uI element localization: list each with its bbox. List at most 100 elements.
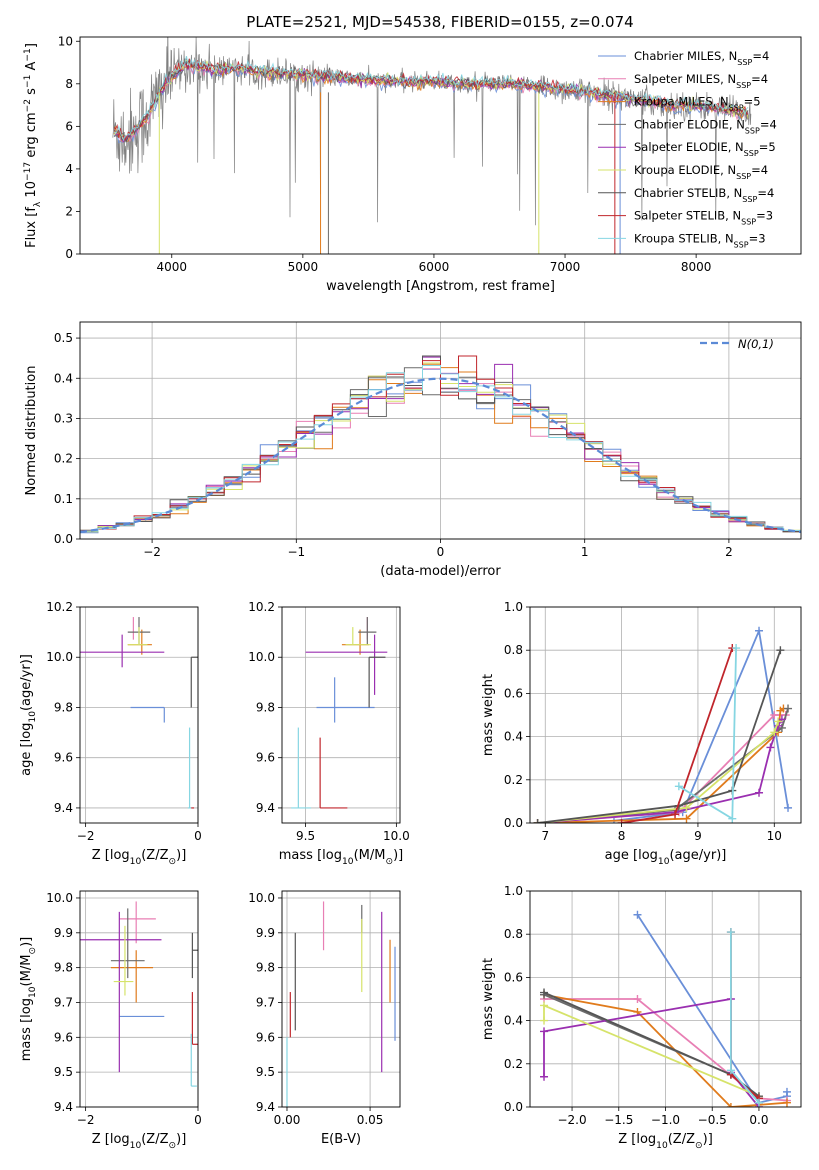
- y-axis-label: Flux [fλ 10−17 erg cm−2 s−1 A−1]: [23, 43, 43, 248]
- series-marker: [726, 928, 735, 937]
- y-tick-label: 9.6: [54, 1030, 73, 1044]
- x-tick-label: −1.0: [651, 1113, 680, 1127]
- plot-area: [80, 617, 198, 809]
- series-marker: [732, 644, 741, 653]
- x-axis-label: age [log10(age/yr)]: [605, 848, 727, 867]
- series-marker: [540, 1016, 549, 1025]
- axes-frame: [79, 606, 199, 824]
- y-tick-label: 0.3: [54, 411, 73, 425]
- series-line: [543, 1004, 760, 1098]
- y-tick-label: 0.8: [504, 643, 523, 657]
- series-marker: [540, 1027, 549, 1036]
- point-chabrier-stelib: [368, 656, 386, 708]
- series-marker: [633, 995, 642, 1003]
- y-tick-label: 9.6: [256, 1030, 275, 1044]
- point-chabrier-miles: [130, 706, 165, 723]
- series-marker: [674, 782, 683, 791]
- y-tick-label: 10.0: [46, 650, 73, 664]
- x-tick-label: 0.00: [274, 1113, 301, 1127]
- axes-frame: [281, 890, 401, 1108]
- series-salpeter-stelib: [726, 928, 763, 1103]
- point-kroupa-miles: [341, 629, 370, 655]
- plot-area: [80, 355, 801, 534]
- x-tick-label: 0: [437, 545, 445, 559]
- series-marker: [774, 717, 783, 726]
- y-tick-label: 10.0: [248, 891, 275, 905]
- series-marker: [755, 788, 764, 797]
- legend-label: Kroupa ELODIE, NSSP=4: [634, 163, 768, 181]
- figure-title: PLATE=2521, MJD=54538, FIBERID=0155, z=0…: [246, 13, 633, 31]
- y-tick-label: 9.5: [256, 1065, 275, 1079]
- x-tick-label: 7: [541, 829, 549, 843]
- y-tick-label: 9.9: [54, 926, 73, 940]
- series-kroupa-elodie: [540, 1001, 763, 1101]
- x-axis-label: Z [log10(Z/Z⊙)]: [92, 1132, 187, 1151]
- point-kroupa-stelib: [190, 1033, 197, 1087]
- chart-mass-weight-vs-age: 7 8 9 10 0.0 0.2 0.4 0.6 0.8 1.0 age [log10(age/yr…: [481, 600, 802, 867]
- x-tick-label: 0.0: [749, 1113, 768, 1127]
- y-tick-label: 9.8: [256, 700, 275, 714]
- chart-mass-vs-ebv: 0.00 0.05 9.4 9.5 9.6 9.7 9.8 9.9 10.0 E(B-V): [248, 890, 401, 1147]
- x-tick-label: 0: [194, 829, 202, 843]
- point-kroupa-miles: [127, 629, 152, 655]
- chart-spectrum: 4000 5000 6000 7000 8000 0 2 4 6 8 10 wavelength [A…: [23, 34, 802, 294]
- point-kroupa-elodie: [127, 627, 148, 646]
- legend-label: Chabrier ELODIE, NSSP=4: [634, 117, 777, 135]
- legend-label: Chabrier STELIB, NSSP=4: [634, 186, 774, 204]
- series-marker: [728, 814, 737, 823]
- histogram-kroupa-stelib: [80, 365, 801, 534]
- series-marker: [682, 803, 691, 812]
- y-tick-label: 1.0: [504, 884, 523, 898]
- y-tick-label: 10: [58, 34, 73, 48]
- series-marker: [726, 1103, 735, 1107]
- series-marker: [755, 626, 764, 635]
- y-tick-label: 0.0: [54, 532, 73, 546]
- point-chabrier-elodie: [110, 908, 145, 979]
- normal-distribution-curve: [80, 377, 801, 534]
- series-marker: [784, 704, 793, 713]
- series-line: [730, 932, 760, 1100]
- x-tick-label: 5000: [288, 260, 319, 274]
- y-tick-label: 9.9: [256, 926, 275, 940]
- legend-label: Chabrier MILES, NSSP=4: [634, 49, 769, 67]
- series-line: [537, 708, 789, 823]
- x-tick-label: 7000: [550, 260, 581, 274]
- series-marker: [782, 1098, 791, 1107]
- series-kroupa-stelib: [674, 644, 741, 823]
- point-chabrier-stelib: [191, 932, 198, 979]
- point-salpeter-elodie: [305, 634, 388, 695]
- x-tick-label: 10: [767, 829, 782, 843]
- y-tick-label: 0.6: [504, 686, 523, 700]
- series-marker: [671, 810, 680, 819]
- legend: Chabrier MILES, NSSP=4 Salpeter MILES, NS…: [598, 49, 777, 249]
- y-tick-label: 4: [65, 162, 73, 176]
- y-tick-label: 0.4: [504, 1014, 523, 1028]
- y-tick-label: 9.5: [54, 1065, 73, 1079]
- series-line: [544, 998, 788, 1102]
- x-axis-label: mass [log10(M/M⊙)]: [279, 848, 403, 867]
- plot-area: [533, 626, 793, 823]
- y-tick-label: 0.0: [504, 816, 523, 830]
- y-tick-label: 9.8: [256, 961, 275, 975]
- series-marker: [766, 743, 775, 752]
- series-chabrier-elodie: [540, 990, 763, 1103]
- y-tick-label: 0.2: [504, 773, 523, 787]
- point-salpeter-stelib: [319, 737, 348, 809]
- y-tick-label: 9.4: [256, 801, 275, 815]
- model-line-kroupa-stelib: [113, 56, 749, 142]
- plot-area: [291, 617, 388, 809]
- x-tick-label: −0.5: [698, 1113, 727, 1127]
- series-kroupa-elodie: [533, 717, 783, 823]
- axes-frame: [529, 606, 802, 824]
- series-marker: [540, 988, 549, 997]
- series-line: [678, 647, 737, 821]
- x-tick-label: −2: [77, 829, 95, 843]
- y-tick-label: 9.6: [54, 751, 73, 765]
- legend-label: Salpeter STELIB, NSSP=3: [634, 209, 773, 227]
- x-tick-label: 8: [618, 829, 626, 843]
- y-axis-label: age [log10(age/yr)]: [19, 654, 38, 776]
- y-tick-label: 0.1: [54, 492, 73, 506]
- plot-area: [112, 37, 752, 254]
- y-tick-label: 0.2: [504, 1057, 523, 1071]
